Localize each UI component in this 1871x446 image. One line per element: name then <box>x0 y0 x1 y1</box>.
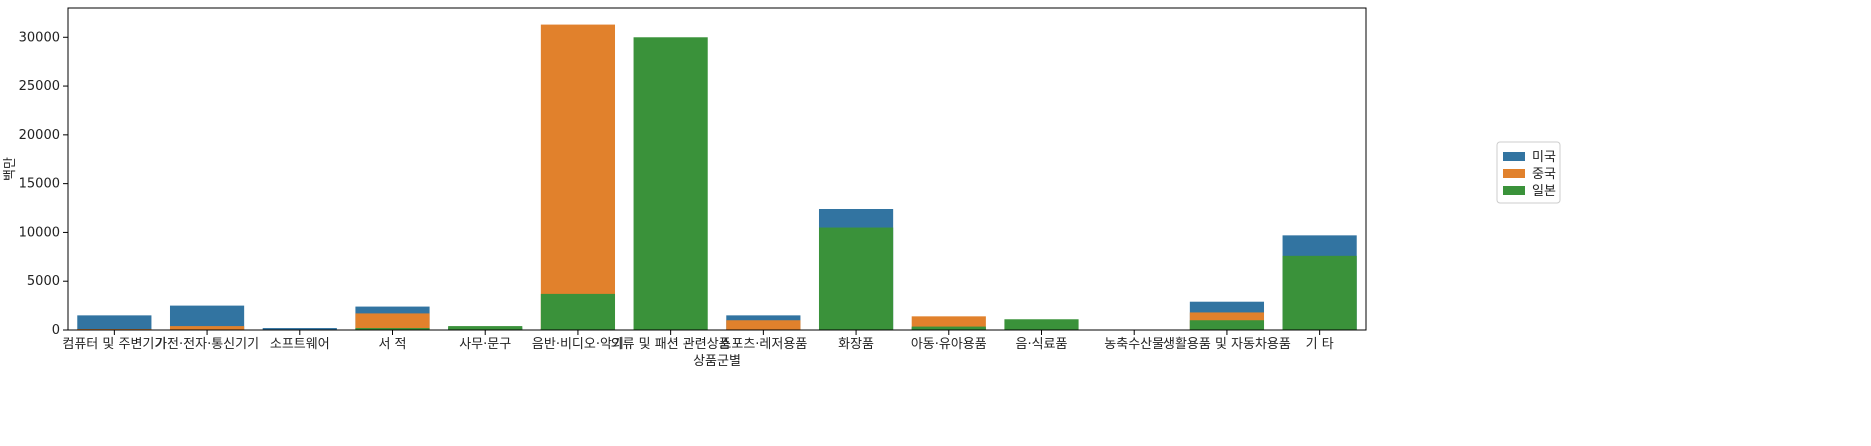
x-tick-label: 의류 및 패션 관련상품 <box>611 337 731 352</box>
legend-label-1: 중국 <box>1532 167 1556 182</box>
legend-swatch-1 <box>1503 169 1525 178</box>
legend-label-2: 일본 <box>1532 184 1556 199</box>
bar-series2-cat12 <box>1189 320 1265 330</box>
x-tick-label: 스포츠·레저용품 <box>719 337 807 352</box>
y-tick-label: 0 <box>52 323 60 338</box>
bar-series2-cat6 <box>633 37 708 330</box>
y-tick-label: 15000 <box>19 177 60 192</box>
y-tick-label: 5000 <box>27 274 60 289</box>
bar-series2-cat4 <box>448 326 523 330</box>
x-tick-label: 기 타 <box>1306 337 1334 352</box>
legend-swatch-2 <box>1503 186 1525 195</box>
bars-layer <box>77 24 1357 330</box>
x-tick-label: 가전·전자·통신기기 <box>155 337 259 352</box>
x-tick-label: 아동·유아용품 <box>911 337 987 352</box>
y-tick-label: 25000 <box>19 79 60 94</box>
bar-series2-cat13 <box>1282 255 1357 330</box>
bar-series1-cat3 <box>355 313 430 330</box>
bar-series0-cat1 <box>169 305 245 330</box>
bar-series1-cat1 <box>169 326 245 330</box>
y-tick-label: 10000 <box>19 225 60 240</box>
x-tick-label: 사무·문구 <box>459 337 511 352</box>
bar-series1-cat7 <box>726 320 801 330</box>
legend-swatch-0 <box>1503 152 1525 161</box>
legend-label-0: 미국 <box>1532 150 1556 165</box>
y-axis-ticks: 0 5000 10000 15000 20000 25000 30000 <box>19 30 68 338</box>
y-tick-label: 30000 <box>19 30 60 45</box>
plot-frame <box>67 7 1367 331</box>
bar-series1-cat5 <box>540 24 616 330</box>
x-tick-label: 컴퓨터 및 주변기기 <box>62 337 166 352</box>
bar-series2-cat10 <box>1004 319 1079 330</box>
x-tick-label: 음반·비디오·악기 <box>532 337 624 352</box>
x-tick-label: 화장품 <box>838 337 874 352</box>
bar-series2-cat9 <box>911 326 986 330</box>
bar-series0-cat0 <box>77 315 152 330</box>
bar-series2-cat5 <box>540 293 616 330</box>
bar-series2-cat8 <box>818 227 894 330</box>
x-tick-label: 서 적 <box>378 337 406 352</box>
y-axis-title: 백만 <box>3 157 18 181</box>
y-tick-label: 20000 <box>19 128 60 143</box>
bar-series0-cat2 <box>262 328 337 330</box>
x-tick-label: 생활용품 및 자동차용품 <box>1163 337 1291 352</box>
x-tick-label: 음·식료품 <box>1016 337 1068 352</box>
x-tick-label: 농축수산물 <box>1104 337 1164 352</box>
x-axis-title: 상품군별 <box>693 354 741 369</box>
x-tick-label: 소프트웨어 <box>270 337 330 352</box>
bar-series2-cat3 <box>355 328 430 330</box>
